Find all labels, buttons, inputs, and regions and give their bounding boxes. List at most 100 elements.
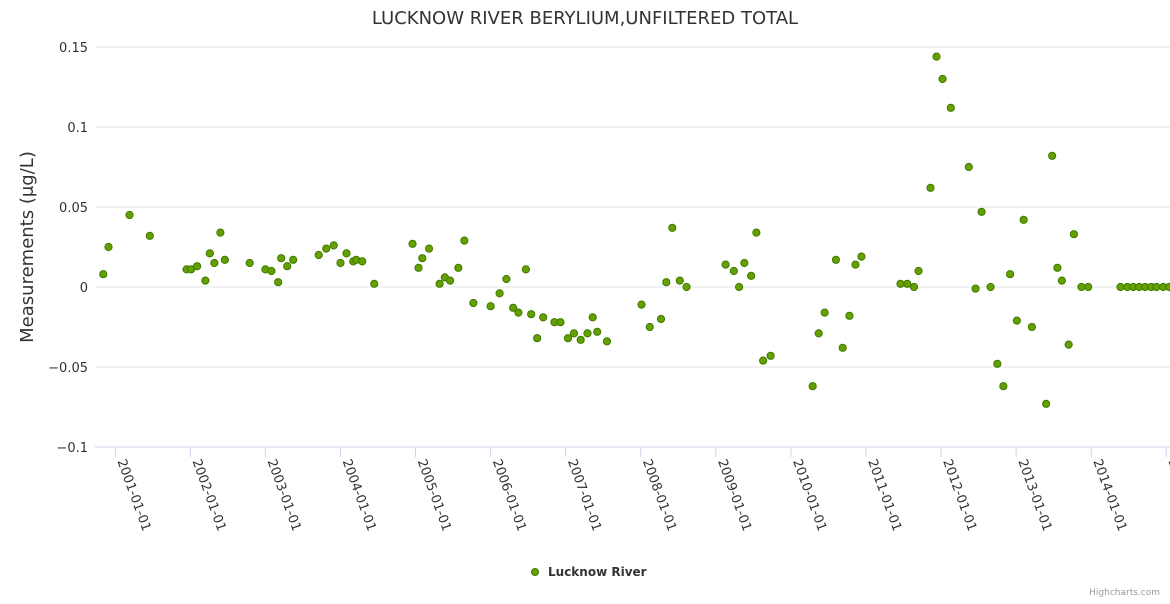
data-point[interactable] (274, 278, 283, 287)
data-point[interactable] (909, 282, 919, 292)
data-point[interactable] (668, 223, 677, 232)
data-point[interactable] (527, 310, 536, 319)
data-point[interactable] (539, 313, 548, 322)
data-point[interactable] (662, 278, 671, 287)
legend-marker-icon[interactable] (531, 568, 539, 576)
data-point[interactable] (1077, 282, 1086, 292)
data-point[interactable] (999, 382, 1008, 391)
data-point[interactable] (569, 329, 579, 338)
data-point[interactable] (845, 311, 854, 320)
data-point[interactable] (1165, 282, 1170, 292)
data-point[interactable] (424, 244, 434, 253)
data-point[interactable] (1027, 322, 1036, 332)
data-point[interactable] (556, 318, 565, 327)
data-point[interactable] (336, 258, 345, 268)
data-point[interactable] (576, 335, 585, 344)
data-point[interactable] (993, 359, 1002, 368)
data-point[interactable] (358, 257, 367, 266)
data-point[interactable] (1084, 282, 1093, 292)
data-point[interactable] (408, 239, 417, 248)
data-point[interactable] (946, 103, 955, 112)
data-point[interactable] (759, 356, 768, 365)
data-point[interactable] (740, 258, 749, 268)
data-point[interactable] (675, 276, 684, 285)
data-point[interactable] (210, 258, 219, 268)
data-point[interactable] (766, 351, 775, 360)
data-point[interactable] (509, 303, 518, 312)
data-point[interactable] (964, 162, 973, 172)
data-point[interactable] (216, 228, 225, 237)
data-point[interactable] (502, 274, 511, 284)
data-point[interactable] (1019, 215, 1028, 224)
data-point[interactable] (486, 302, 495, 311)
data-point[interactable] (808, 382, 817, 391)
data-point[interactable] (721, 260, 730, 269)
data-point[interactable] (192, 262, 202, 271)
data-point[interactable] (469, 298, 478, 308)
data-point[interactable] (729, 266, 738, 276)
legend[interactable]: Lucknow River (531, 565, 647, 579)
data-point[interactable] (1152, 282, 1161, 292)
data-points[interactable] (99, 52, 1170, 408)
data-point[interactable] (814, 329, 823, 338)
data-point[interactable] (283, 262, 292, 271)
data-point[interactable] (267, 266, 276, 276)
credits-link[interactable]: Highcharts.com (1089, 588, 1160, 598)
data-point[interactable] (637, 300, 646, 309)
data-point[interactable] (495, 289, 504, 298)
data-point[interactable] (445, 276, 455, 285)
data-point[interactable] (1012, 316, 1021, 325)
data-point[interactable] (857, 252, 866, 261)
data-point[interactable] (205, 249, 214, 258)
data-point[interactable] (454, 263, 463, 272)
data-point[interactable] (682, 282, 691, 292)
data-point[interactable] (820, 308, 829, 317)
data-point[interactable] (418, 254, 427, 263)
data-point[interactable] (903, 279, 912, 288)
data-point[interactable] (314, 250, 323, 260)
data-point[interactable] (1057, 276, 1066, 285)
data-point[interactable] (435, 279, 444, 288)
data-point[interactable] (245, 258, 254, 268)
data-point[interactable] (521, 265, 531, 274)
data-point[interactable] (1064, 340, 1073, 349)
data-point[interactable] (977, 207, 986, 216)
data-point[interactable] (602, 337, 612, 346)
data-point[interactable] (460, 236, 469, 245)
data-point[interactable] (851, 260, 860, 269)
data-point[interactable] (734, 282, 744, 292)
data-point[interactable] (533, 334, 542, 343)
data-point[interactable] (1048, 151, 1057, 160)
data-point[interactable] (563, 334, 573, 343)
data-point[interactable] (277, 254, 286, 263)
data-point[interactable] (1006, 270, 1015, 279)
legend-label[interactable]: Lucknow River (548, 565, 647, 579)
data-point[interactable] (747, 271, 756, 280)
data-point[interactable] (1053, 263, 1062, 272)
data-point[interactable] (104, 242, 113, 252)
data-point[interactable] (289, 255, 298, 264)
data-point[interactable] (986, 282, 995, 292)
data-point[interactable] (1069, 230, 1079, 239)
data-point[interactable] (938, 74, 947, 84)
data-point[interactable] (125, 210, 134, 220)
data-point[interactable] (593, 327, 602, 336)
data-point[interactable] (329, 241, 338, 250)
data-point[interactable] (322, 244, 331, 253)
data-point[interactable] (838, 343, 847, 352)
data-point[interactable] (201, 276, 210, 285)
data-point[interactable] (514, 308, 523, 317)
data-point[interactable] (342, 249, 351, 258)
data-point[interactable] (1042, 399, 1051, 408)
data-point[interactable] (932, 52, 941, 61)
data-point[interactable] (1116, 282, 1125, 292)
data-point[interactable] (588, 313, 597, 322)
data-point[interactable] (583, 329, 592, 338)
data-point[interactable] (370, 279, 379, 288)
data-point[interactable] (645, 322, 654, 332)
data-point[interactable] (926, 183, 935, 192)
data-point[interactable] (752, 228, 761, 237)
data-point[interactable] (971, 284, 980, 293)
data-point[interactable] (145, 231, 154, 240)
data-point[interactable] (220, 255, 229, 264)
